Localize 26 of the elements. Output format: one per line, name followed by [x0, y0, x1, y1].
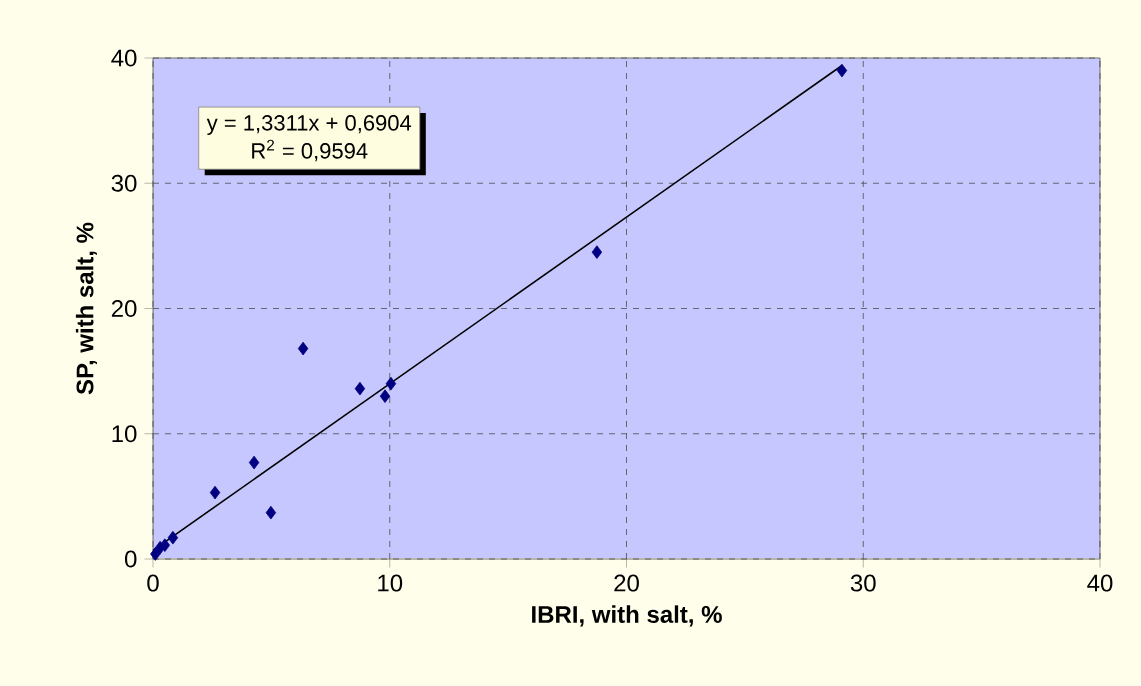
point [265, 505, 277, 520]
point [297, 341, 309, 356]
point [385, 376, 397, 391]
x-tick-label: 10 [378, 574, 403, 592]
point [154, 540, 166, 555]
y-tick-label: 30 [111, 174, 137, 192]
point [379, 389, 391, 403]
x-tick-label: 30 [850, 574, 876, 592]
y-tick-label: 0 [124, 550, 137, 568]
annotation: R$^{2}$ = 0,9594 [252, 139, 368, 162]
point [836, 63, 848, 78]
point [167, 530, 179, 545]
point [591, 245, 603, 259]
x-axis-title: IBRI, with salt, % [532, 605, 722, 627]
x-tick-label: 40 [1087, 574, 1113, 592]
y-tick-label: 20 [111, 300, 137, 317]
point [248, 455, 260, 470]
x-tick-label: 0 [147, 574, 159, 592]
y-axis-title: SP, with salt, % [75, 222, 97, 395]
point [150, 547, 161, 561]
y-tick-label: 40 [111, 49, 137, 67]
x-tick-label: 20 [614, 574, 639, 592]
point [209, 485, 221, 500]
y-tick-label: 10 [112, 425, 137, 443]
point [354, 381, 366, 396]
annotation: y = 1,3311x + 0,6904 [206, 115, 412, 135]
